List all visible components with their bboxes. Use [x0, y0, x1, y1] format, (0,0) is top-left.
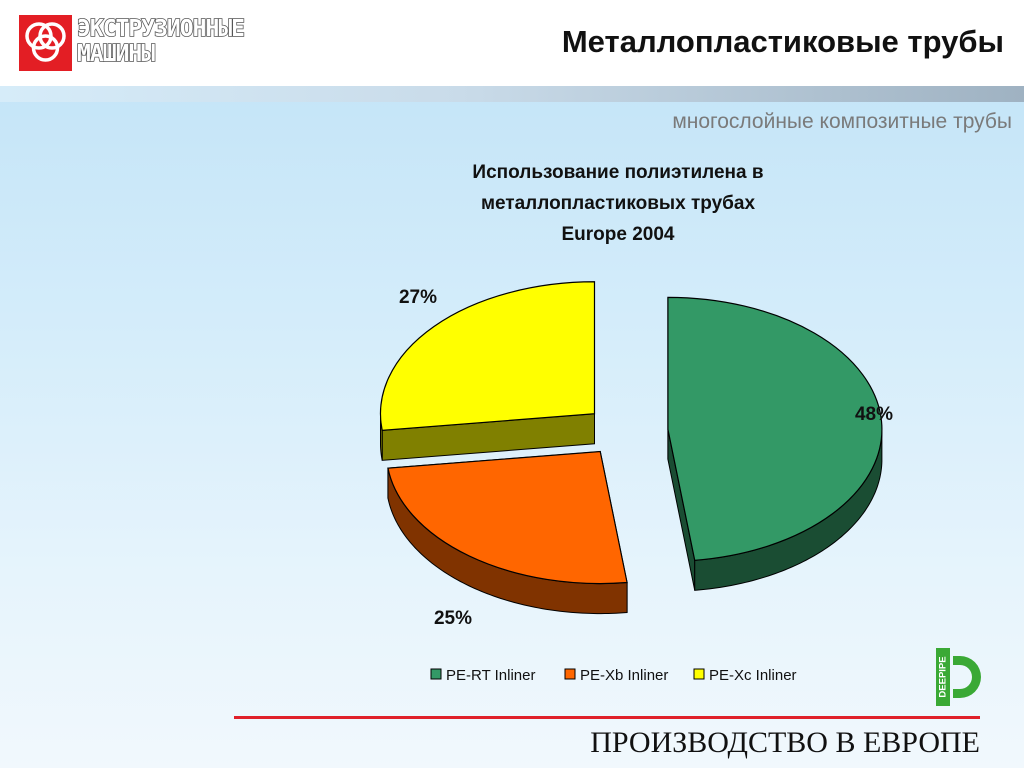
legend-swatch — [564, 668, 576, 680]
letter-d-logo-icon: DEEPIPE — [936, 648, 981, 706]
chart-title-line: Использование полиэтилена в — [472, 162, 763, 183]
slice-top-face — [387, 450, 628, 585]
badge-text: DEEPIPE — [938, 656, 949, 697]
header-bar — [0, 0, 1024, 86]
legend-label: PE-RT Inliner — [446, 667, 535, 684]
data-label: 25% — [434, 608, 472, 629]
chart-title: Использование полиэтилена в металлопласти… — [472, 162, 763, 245]
data-labels: 48% 25% 27% — [399, 287, 893, 629]
header-band — [0, 86, 1024, 102]
slice-top-face — [379, 281, 596, 431]
deepipe-logo: DEEPIPE — [936, 648, 986, 706]
legend-swatch — [430, 668, 442, 680]
pie-slice-pe-rt-inliner — [667, 296, 883, 591]
logo-line-1: ЭКСТРУЗИОННЫЕ — [76, 16, 246, 43]
company-logo: ЭКСТРУЗИОННЫЕ МАШИНЫ — [19, 15, 277, 71]
pie-slice-pe-xc-inliner — [379, 281, 596, 461]
page-title: Металлопластиковые трубы — [561, 24, 1004, 59]
chart-title-line: Europe 2004 — [562, 224, 675, 245]
footer-divider — [234, 716, 980, 719]
pie-slices — [379, 281, 883, 615]
pie-slice-pe-xb-inliner — [387, 450, 628, 615]
logo-wordmark: ЭКСТРУЗИОННЫЕ МАШИНЫ — [76, 16, 277, 68]
chart-title-line: металлопластиковых трубах — [481, 193, 756, 214]
data-label: 48% — [855, 404, 893, 425]
rings-logo-icon — [19, 15, 72, 71]
chart-legend: PE-RT Inliner PE-Xb Inliner PE-Xc Inliner — [430, 667, 797, 684]
data-label: 27% — [399, 287, 437, 308]
footer-text: ПРОИЗВОДСТВО В ЕВРОПЕ — [590, 726, 980, 759]
legend-label: PE-Xb Inliner — [580, 667, 668, 684]
logo-line-2: МАШИНЫ — [76, 41, 156, 68]
legend-label: PE-Xc Inliner — [709, 667, 797, 684]
legend-swatch — [693, 668, 705, 680]
page-subtitle: многослойные композитные трубы — [672, 110, 1012, 133]
slice-top-face — [667, 296, 883, 561]
